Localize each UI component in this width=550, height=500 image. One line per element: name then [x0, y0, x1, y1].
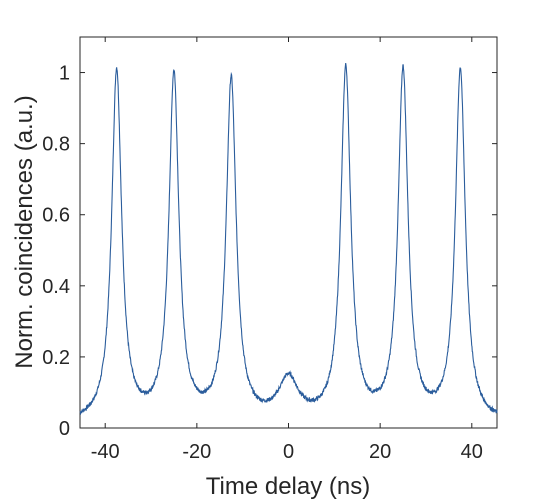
y-axis-label: Norm. coincidences (a.u.)	[11, 95, 38, 368]
y-tick-label: 0	[59, 418, 70, 440]
x-tick-label: 40	[461, 441, 483, 463]
x-tick-label: 20	[369, 441, 391, 463]
y-tick-label: 0.4	[42, 276, 70, 298]
y-tick-label: 0.2	[42, 347, 70, 369]
coincidence-series-line	[79, 62, 498, 416]
x-axis-ticks: -40 -20 0 20 40	[91, 37, 483, 463]
plot-area	[79, 36, 498, 429]
y-axis-ticks: 0 0.2 0.4 0.6 0.8 1	[42, 63, 497, 440]
y-tick-label: 1	[59, 63, 70, 85]
x-tick-label: -40	[91, 441, 120, 463]
x-tick-label: 0	[283, 441, 294, 463]
x-axis-label: Time delay (ns)	[206, 473, 370, 500]
x-tick-label: -20	[182, 441, 211, 463]
y-tick-label: 0.8	[42, 134, 70, 156]
y-tick-label: 0.6	[42, 205, 70, 227]
